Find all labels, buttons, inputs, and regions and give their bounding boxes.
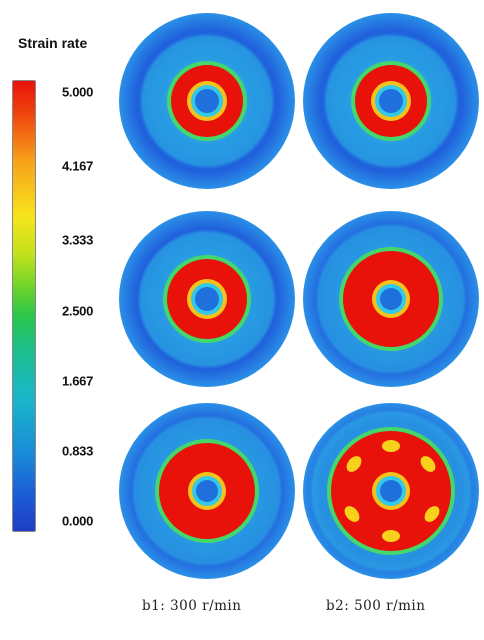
legend-tick-4167: 4.167 bbox=[62, 158, 94, 174]
legend-tick-3333: 3.333 bbox=[62, 232, 94, 248]
legend-tick-2500: 2.500 bbox=[62, 303, 94, 319]
strain-disc-b1-row3 bbox=[119, 403, 295, 579]
legend-tick-0000: 0.000 bbox=[62, 513, 94, 529]
strain-disc-b2-row3 bbox=[303, 403, 479, 579]
legend-tick-1667: 1.667 bbox=[62, 373, 94, 389]
strain-disc-b1-row1 bbox=[119, 13, 295, 189]
strain-disc-b1-row2 bbox=[119, 211, 295, 387]
color-scale-bar bbox=[12, 80, 36, 532]
caption-b1: b1: 300 r/min bbox=[142, 598, 242, 614]
legend-tick-0833: 0.833 bbox=[62, 443, 94, 459]
strain-disc-b2-row1 bbox=[303, 13, 479, 189]
caption-b2: b2: 500 r/min bbox=[326, 598, 426, 614]
legend-title: Strain rate bbox=[18, 35, 88, 51]
legend-tick-5000: 5.000 bbox=[62, 84, 94, 100]
strain-disc-b2-row2 bbox=[303, 211, 479, 387]
